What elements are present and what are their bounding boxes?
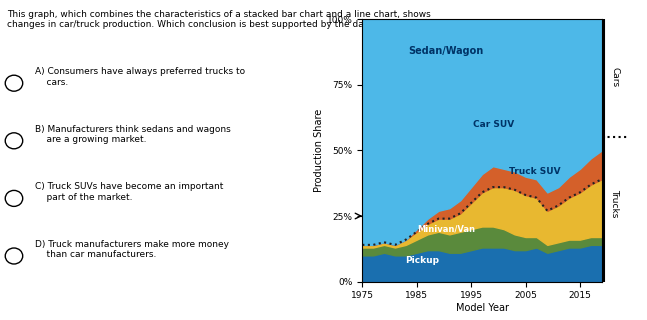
Text: A) Consumers have always preferred trucks to
    cars.: A) Consumers have always preferred truck… xyxy=(35,67,245,87)
Text: Cars: Cars xyxy=(610,67,619,87)
Text: This graph, which combines the characteristics of a stacked bar chart and a line: This graph, which combines the character… xyxy=(7,10,433,29)
Text: Car SUV: Car SUV xyxy=(474,120,514,129)
Text: Sedan/Wagon: Sedan/Wagon xyxy=(408,46,484,56)
Text: Truck SUV: Truck SUV xyxy=(509,167,560,176)
Text: C) Truck SUVs have become an important
    part of the market.: C) Truck SUVs have become an important p… xyxy=(35,182,223,202)
X-axis label: Model Year: Model Year xyxy=(455,303,509,313)
Text: Minivan/Van: Minivan/Van xyxy=(417,225,475,234)
Text: D) Truck manufacturers make more money
    than car manufacturers.: D) Truck manufacturers make more money t… xyxy=(35,240,229,260)
Y-axis label: Production Share: Production Share xyxy=(314,109,324,192)
Text: Trucks: Trucks xyxy=(610,189,619,217)
Text: Pickup: Pickup xyxy=(405,256,439,265)
Text: B) Manufacturers think sedans and wagons
    are a growing market.: B) Manufacturers think sedans and wagons… xyxy=(35,125,231,144)
